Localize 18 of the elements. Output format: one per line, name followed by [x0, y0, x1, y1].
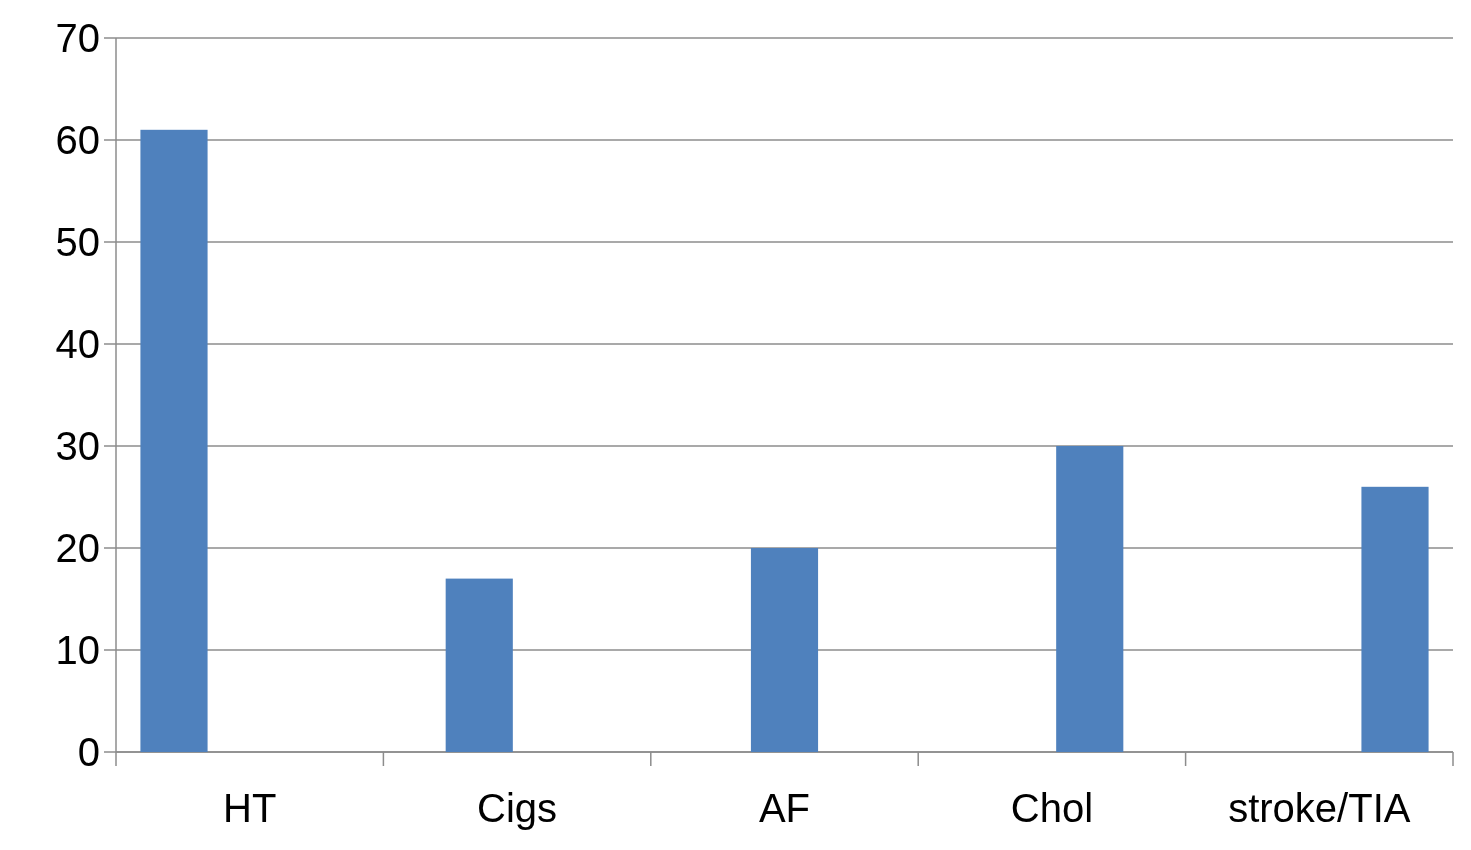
x-tick-label: AF	[758, 786, 811, 830]
bar	[1361, 486, 1429, 752]
x-tick-label: HT	[223, 786, 277, 830]
x-tick-label: Chol	[1010, 786, 1094, 830]
y-tick-label: 0	[77, 730, 100, 774]
y-tick-label: 70	[55, 16, 100, 60]
y-tick-label: 40	[55, 322, 100, 366]
bar	[1056, 446, 1124, 752]
x-tick-label: Cigs	[477, 786, 558, 830]
y-tick-label: 20	[55, 526, 100, 570]
y-tick-label: 10	[55, 628, 100, 672]
bar	[445, 578, 513, 752]
bar	[140, 129, 208, 752]
y-tick-label: 50	[55, 220, 100, 264]
bar	[750, 548, 819, 752]
y-tick-label: 60	[55, 118, 100, 162]
x-tick-label: stroke/TIA	[1228, 786, 1411, 830]
y-tick-label: 30	[55, 424, 100, 468]
